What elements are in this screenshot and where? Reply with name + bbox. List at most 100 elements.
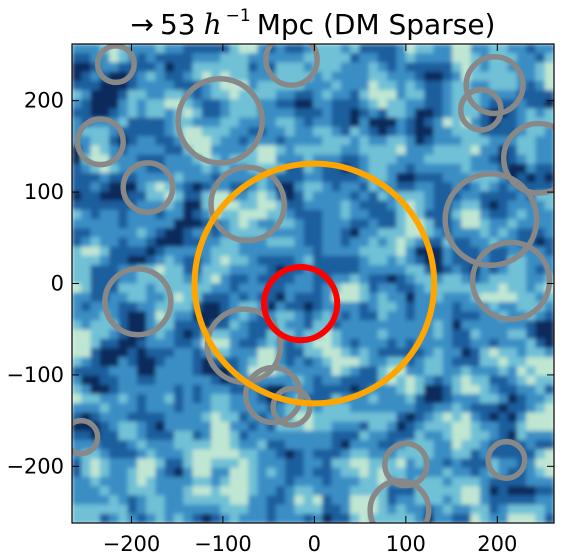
gray-circle (72, 417, 101, 457)
density-cell (350, 375, 360, 386)
density-cell (229, 495, 240, 506)
density-cell (387, 117, 398, 128)
density-cell (220, 163, 231, 174)
density-cell (90, 71, 101, 82)
density-cell (526, 292, 537, 303)
density-cell (136, 274, 147, 285)
density-cell (442, 80, 453, 91)
density-cell (396, 44, 407, 54)
density-cell (266, 117, 277, 128)
density-cell (433, 384, 444, 395)
density-cell (387, 357, 398, 367)
density-cell (294, 495, 305, 506)
density-cell (146, 357, 157, 367)
density-cell (220, 347, 231, 358)
density-cell (146, 255, 157, 266)
density-cell (498, 265, 509, 275)
density-cell (201, 430, 212, 441)
density-cell (127, 292, 138, 303)
density-cell (340, 209, 351, 220)
title-h: h (203, 8, 222, 41)
density-cell (99, 283, 110, 294)
density-cell (377, 200, 388, 211)
density-cell (220, 90, 231, 100)
density-cell (340, 403, 351, 414)
density-cell (164, 320, 175, 331)
density-cell (238, 347, 249, 358)
density-cell (405, 311, 416, 321)
density-cell (377, 366, 388, 377)
density-cell (285, 99, 296, 110)
density-cell (211, 200, 221, 211)
density-cell (192, 145, 203, 156)
density-cell (72, 182, 82, 192)
density-cell (424, 99, 435, 110)
density-cell (248, 366, 258, 377)
density-cell (303, 126, 314, 137)
density-cell (377, 228, 388, 239)
density-cell (452, 366, 462, 377)
density-cell (368, 126, 379, 137)
density-cell (331, 209, 342, 220)
density-cell (387, 136, 398, 146)
density-cell (183, 154, 194, 165)
density-cell (192, 154, 203, 165)
density-cell (350, 154, 360, 165)
density-cell (72, 403, 82, 414)
density-cell (405, 182, 416, 192)
density-cell (489, 209, 499, 220)
density-cell (229, 458, 240, 469)
density-cell (220, 449, 231, 460)
density-cell (489, 301, 499, 312)
density-cell (164, 136, 175, 146)
density-cell (164, 476, 175, 487)
gray-circle (442, 171, 540, 268)
density-cell (470, 467, 481, 478)
density-cell (313, 182, 323, 192)
density-cell (229, 283, 240, 294)
density-cell (461, 136, 472, 146)
density-cell (535, 467, 546, 478)
density-cell (350, 117, 360, 128)
density-cell (294, 172, 305, 183)
density-cell (526, 219, 537, 229)
density-cell (442, 486, 453, 496)
density-cell (229, 320, 240, 331)
density-cell (424, 347, 435, 358)
density-cell (331, 44, 342, 54)
density-cell (109, 255, 119, 266)
density-cell (155, 283, 166, 294)
density-cell (99, 237, 110, 248)
density-cell (192, 62, 203, 73)
density-cell (452, 338, 462, 349)
density-cell (479, 329, 490, 340)
density-cell (516, 99, 527, 110)
density-cell (322, 357, 333, 367)
density-cell (387, 228, 398, 239)
density-cell (257, 136, 268, 146)
density-cell (544, 458, 554, 469)
density-cell (507, 476, 518, 487)
density-cell (164, 99, 175, 110)
density-cell (248, 292, 258, 303)
density-cell (442, 246, 453, 257)
density-cell (516, 476, 527, 487)
density-cell (257, 338, 268, 349)
density-cell (211, 99, 221, 110)
density-cell (155, 338, 166, 349)
density-cell (405, 467, 416, 478)
density-cell (275, 440, 286, 450)
density-cell (405, 486, 416, 496)
density-cell (340, 366, 351, 377)
density-cell (146, 495, 157, 506)
density-cell (72, 467, 82, 478)
density-cell (479, 486, 490, 496)
density-cell (220, 375, 231, 386)
density-cell (238, 53, 249, 64)
density-cell (544, 126, 554, 137)
density-cell (285, 90, 296, 100)
density-cell (368, 375, 379, 386)
density-cell (516, 329, 527, 340)
density-cell (489, 136, 499, 146)
density-cell (303, 430, 314, 441)
